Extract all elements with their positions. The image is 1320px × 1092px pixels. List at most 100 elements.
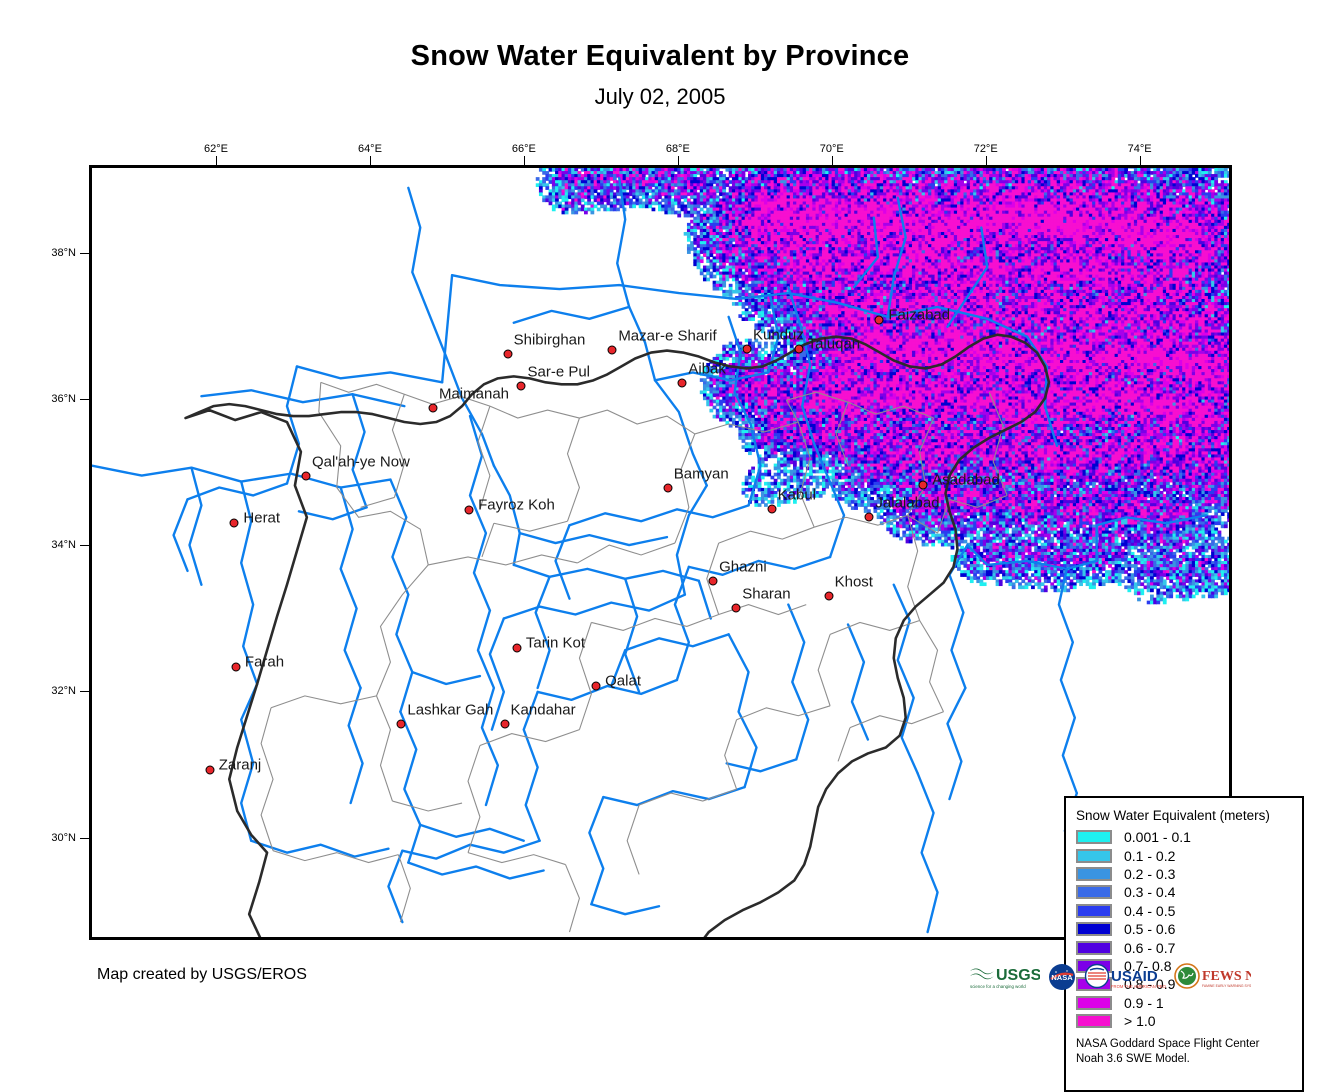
city-marker-qalat[interactable] (592, 682, 601, 691)
lon-tick-66 (524, 156, 525, 165)
city-marker-fayroz-koh[interactable] (465, 506, 474, 515)
city-label-faizabad: Faizabad (888, 307, 950, 324)
legend-label-0: 0.001 - 0.1 (1124, 829, 1191, 845)
page-subtitle: July 02, 2005 (0, 84, 1320, 110)
city-label-khost: Khost (835, 574, 873, 591)
lon-tick-64 (370, 156, 371, 165)
legend-row-6[interactable]: 0.6 - 0.7 (1076, 938, 1294, 956)
city-label-qalat: Qalat (605, 673, 641, 690)
city-marker-aibak[interactable] (678, 378, 687, 387)
lon-label-70: 70°E (820, 143, 844, 155)
legend-row-1[interactable]: 0.1 - 0.2 (1076, 846, 1294, 864)
lon-label-64: 64°E (358, 143, 382, 155)
city-label-herat: Herat (243, 509, 280, 526)
city-label-sharan: Sharan (742, 586, 790, 603)
lat-label-34: 34°N (40, 539, 76, 551)
legend-swatch-2 (1076, 867, 1112, 881)
city-label-kabul: Kabul (778, 487, 816, 504)
city-marker-ghazni[interactable] (709, 577, 718, 586)
city-marker-zaranj[interactable] (205, 766, 214, 775)
city-marker-shibirghan[interactable] (503, 349, 512, 358)
city-marker-lashkar-gah[interactable] (397, 720, 406, 729)
city-marker-kabul[interactable] (767, 505, 776, 514)
city-marker-farah[interactable] (231, 663, 240, 672)
city-marker-kandahar[interactable] (500, 719, 509, 728)
city-marker-taluqan[interactable] (794, 345, 803, 354)
city-marker-asadabad[interactable] (919, 480, 928, 489)
usgs-logo[interactable]: USGS science for a changing world (968, 960, 1040, 994)
logo-strip: USGS science for a changing world NASA U… (968, 958, 1224, 996)
legend-label-2: 0.2 - 0.3 (1124, 866, 1175, 882)
legend-row-5[interactable]: 0.5 - 0.6 (1076, 920, 1294, 938)
lon-label-74: 74°E (1128, 143, 1152, 155)
legend-swatch-10 (1076, 1014, 1112, 1028)
city-label-zaranj: Zaranj (219, 757, 262, 774)
map-credit: Map created by USGS/EROS (97, 966, 307, 984)
city-marker-mazar-e-sharif[interactable] (608, 346, 617, 355)
legend-label-4: 0.4 - 0.5 (1124, 903, 1175, 919)
lon-label-68: 68°E (666, 143, 690, 155)
legend-swatch-5 (1076, 922, 1112, 936)
legend-swatch-4 (1076, 904, 1112, 918)
legend-swatch-3 (1076, 885, 1112, 899)
city-marker-qal-ah-ye-now[interactable] (301, 471, 310, 480)
city-label-kandahar: Kandahar (511, 701, 576, 718)
legend-row-3[interactable]: 0.3 - 0.4 (1076, 883, 1294, 901)
lat-label-32: 32°N (40, 685, 76, 697)
city-label-lashkar-gah: Lashkar Gah (407, 702, 493, 719)
city-label-aibak: Aibak (688, 360, 726, 377)
city-marker-bamyan[interactable] (663, 484, 672, 493)
swe-raster-layer (536, 168, 1229, 604)
fewsnet-logo[interactable]: FEWS NET FAMINE EARLY WARNING SYSTEMS NE… (1173, 960, 1251, 994)
city-marker-khost[interactable] (824, 592, 833, 601)
lon-tick-62 (216, 156, 217, 165)
lat-tick-32 (80, 691, 89, 692)
legend-label-3: 0.3 - 0.4 (1124, 884, 1175, 900)
city-marker-herat[interactable] (230, 518, 239, 527)
legend-title: Snow Water Equivalent (meters) (1076, 808, 1294, 823)
lat-tick-30 (80, 838, 89, 839)
lon-tick-70 (832, 156, 833, 165)
legend-panel[interactable]: Snow Water Equivalent (meters) 0.001 - 0… (1064, 796, 1304, 1092)
city-marker-sar-e-pul[interactable] (517, 381, 526, 390)
city-label-jalalabad: Jalalabad (875, 494, 939, 511)
legend-row-10[interactable]: > 1.0 (1076, 1012, 1294, 1030)
legend-label-9: 0.9 - 1 (1124, 995, 1164, 1011)
legend-source: NASA Goddard Space Flight Center Noah 3.… (1076, 1037, 1294, 1067)
map-canvas[interactable] (92, 168, 1229, 937)
legend-row-0[interactable]: 0.001 - 0.1 (1076, 828, 1294, 846)
lon-label-72: 72°E (974, 143, 998, 155)
usaid-logo[interactable]: USAID FROM THE AMERICAN PEOPLE (1084, 960, 1166, 994)
nasa-logo[interactable]: NASA (1047, 960, 1077, 994)
legend-swatch-9 (1076, 996, 1112, 1010)
lat-label-36: 36°N (40, 393, 76, 405)
legend-row-4[interactable]: 0.4 - 0.5 (1076, 902, 1294, 920)
city-marker-maimanah[interactable] (428, 403, 437, 412)
city-marker-sharan[interactable] (732, 604, 741, 613)
city-marker-kunduz[interactable] (743, 344, 752, 353)
legend-row-9[interactable]: 0.9 - 1 (1076, 994, 1294, 1012)
legend-swatch-0 (1076, 830, 1112, 844)
city-marker-jalalabad[interactable] (865, 512, 874, 521)
lat-tick-36 (80, 399, 89, 400)
city-label-maimanah: Maimanah (439, 385, 509, 402)
lat-tick-34 (80, 545, 89, 546)
city-label-qal-ah-ye-now: Qal'ah-ye Now (312, 453, 410, 470)
legend-label-6: 0.6 - 0.7 (1124, 940, 1175, 956)
lat-label-30: 30°N (40, 832, 76, 844)
legend-row-2[interactable]: 0.2 - 0.3 (1076, 865, 1294, 883)
lon-label-62: 62°E (204, 143, 228, 155)
legend-label-5: 0.5 - 0.6 (1124, 921, 1175, 937)
legend-label-10: > 1.0 (1124, 1013, 1156, 1029)
city-marker-tarin-kot[interactable] (512, 644, 521, 653)
lon-tick-68 (678, 156, 679, 165)
city-label-sar-e-pul: Sar-e Pul (527, 363, 590, 380)
city-label-asadabad: Asadabad (932, 471, 1000, 488)
lon-tick-72 (986, 156, 987, 165)
lon-label-66: 66°E (512, 143, 536, 155)
city-marker-faizabad[interactable] (875, 316, 884, 325)
city-label-ghazni: Ghazni (719, 559, 767, 576)
city-label-farah: Farah (245, 654, 284, 671)
